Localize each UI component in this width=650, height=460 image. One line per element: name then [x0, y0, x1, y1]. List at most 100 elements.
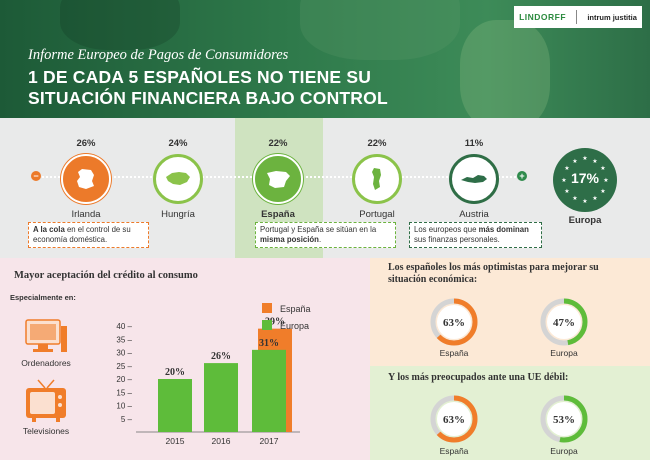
donut-label: Europa: [550, 446, 578, 456]
svg-text:★: ★: [582, 198, 587, 205]
computer-icon: [25, 319, 67, 352]
legend-label: Europa: [280, 321, 309, 331]
donut-value: 63%: [443, 414, 465, 426]
country-espana: 22% España: [238, 138, 318, 220]
note-espana-portugal: Portugal y España se sitúan en la misma …: [255, 222, 396, 248]
country-pct: 24%: [168, 138, 188, 149]
country-pct: 22%: [367, 138, 387, 149]
optimists-title: Los españoles los más optimistas para me…: [388, 262, 599, 285]
credit-bar-chart: 5 – 10 – 15 – 20 – 25 – 30 – 35 – 40 – 20% 2015 26…: [116, 303, 311, 446]
country-name: España: [261, 209, 295, 220]
legend-swatch: [262, 303, 272, 313]
y-tick-label: 30 –: [116, 349, 132, 358]
country-badge: [153, 154, 203, 204]
donut-worried-espana: 63%: [430, 395, 478, 443]
country-irlanda: 26% Irlanda: [46, 138, 126, 220]
background-shape: [300, 0, 460, 60]
donut-fill: [430, 298, 478, 346]
hungary-map-icon: [166, 172, 190, 185]
country-pct: 26%: [76, 138, 96, 149]
worried-title: Y los más preocupados ante una UE débil:: [388, 372, 569, 383]
y-tick-label: 15 –: [116, 388, 132, 397]
credit-title: Mayor aceptación del crédito al consumo: [14, 270, 198, 281]
portugal-map-icon: [372, 168, 381, 190]
country-name: Portugal: [359, 209, 395, 220]
svg-text:★: ★: [572, 195, 577, 202]
background-shape: [60, 0, 180, 50]
svg-text:★: ★: [572, 158, 577, 165]
country-badge: [449, 154, 499, 204]
note-text: Portugal y España se sitúan en la: [260, 225, 377, 234]
eu-stars-icon: ★ ★★★ ★★★★ ★★★★: [561, 155, 608, 205]
x-tick-label: 2017: [260, 436, 279, 446]
donut-fill: [430, 395, 478, 443]
bar-europa: [158, 379, 192, 432]
donut-optimists-europa: 47%: [540, 298, 588, 346]
europe-label: Europa: [568, 215, 602, 226]
optimists-panel: [370, 258, 650, 366]
computers-label: Ordenadores: [21, 358, 71, 368]
country-badge: [352, 154, 402, 204]
legend-label: España: [280, 304, 311, 314]
svg-text:★: ★: [603, 177, 608, 184]
svg-text:★: ★: [561, 177, 566, 184]
plus-icon: +: [517, 171, 527, 181]
country-name: Irlanda: [71, 209, 101, 220]
svg-text:★: ★: [592, 158, 597, 165]
country-austria: 11% Austria: [434, 138, 514, 220]
svg-text:★: ★: [564, 188, 569, 195]
svg-text:★: ★: [592, 195, 597, 202]
spain-map-icon: [267, 171, 290, 188]
donut-value: 53%: [553, 414, 575, 426]
data-label-espana: 39%: [265, 317, 285, 328]
country-name: Austria: [459, 209, 489, 220]
ireland-map-icon: [77, 169, 94, 189]
note-text: en el control de su economía doméstica.: [33, 225, 131, 244]
note-text: sus finanzas personales.: [414, 235, 500, 244]
country-badge: [61, 154, 111, 204]
logo-box: LINDORFF intrum justitia: [514, 6, 642, 28]
report-subtitle: Informe Europeo de Pagos de Consumidores: [28, 47, 289, 63]
logo-divider: [576, 10, 578, 24]
headline-line-2: SITUACIÓN FINANCIERA BAJO CONTROL: [28, 88, 388, 108]
svg-text:★: ★: [582, 155, 587, 162]
donut-value: 47%: [553, 317, 575, 329]
television-icon: [26, 379, 66, 422]
country-pct: 22%: [268, 138, 288, 149]
bar-europa: [204, 363, 238, 432]
svg-text:★: ★: [600, 188, 605, 195]
donut-center: [547, 402, 581, 436]
minus-icon: −: [31, 171, 41, 181]
intrum-justitia-logo: intrum justitia: [587, 12, 637, 22]
donut-fill: [540, 395, 588, 443]
svg-text:★: ★: [600, 165, 605, 172]
note-bold: A la cola: [33, 225, 65, 234]
data-label-europa: 20%: [165, 367, 185, 378]
worried-panel: [370, 366, 650, 460]
y-tick-label: 5 –: [121, 415, 133, 424]
background-shape: [460, 20, 550, 118]
x-tick-label: 2015: [166, 436, 185, 446]
y-tick-label: 40 –: [116, 322, 132, 331]
lindorff-logo: LINDORFF: [519, 12, 567, 22]
note-bold: más dominan: [478, 225, 529, 234]
data-label-europa: 31%: [259, 338, 279, 349]
donut-center: [437, 402, 471, 436]
donut-optimists-espana: 63%: [430, 298, 478, 346]
bar-europa: [252, 349, 286, 432]
y-tick-label: 20 –: [116, 375, 132, 384]
country-pct: 11%: [464, 138, 484, 149]
televisions-label: Televisiones: [22, 426, 70, 436]
note-text: Los europeos que: [414, 225, 479, 234]
note-text: .: [318, 235, 322, 244]
legend-swatch: [262, 320, 272, 330]
x-tick-label: 2016: [212, 436, 231, 446]
country-portugal: 22% Portugal: [337, 138, 417, 220]
y-tick-label: 25 –: [116, 362, 132, 371]
headline-line-1: 1 DE CADA 5 ESPAÑOLES NO TIENE SU: [28, 67, 372, 87]
austria-map-icon: [461, 175, 487, 183]
donut-label: Europa: [550, 348, 578, 358]
svg-text:★: ★: [564, 165, 569, 172]
note-europeos: Los europeos que más dominan sus finanza…: [409, 222, 542, 248]
data-label-europa: 26%: [211, 351, 231, 362]
